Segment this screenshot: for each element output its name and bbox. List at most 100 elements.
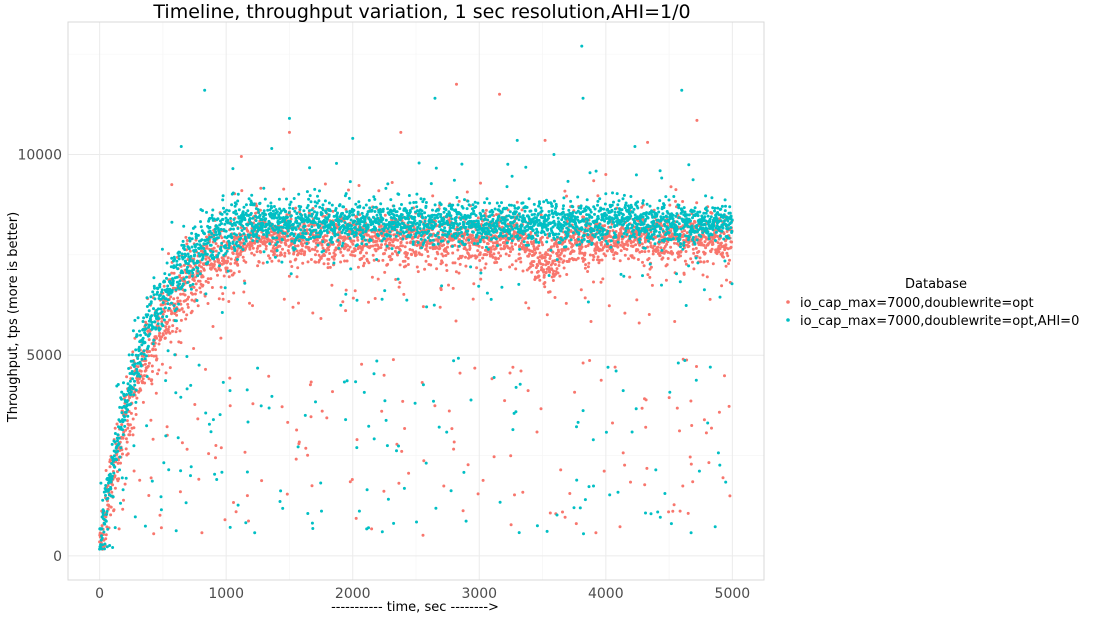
- data-point: [557, 264, 561, 267]
- data-point: [159, 338, 163, 341]
- data-point: [167, 468, 171, 472]
- data-point: [106, 484, 110, 487]
- data-point: [411, 242, 415, 246]
- data-point: [158, 293, 162, 297]
- data-point: [355, 446, 359, 450]
- data-point: [500, 247, 503, 251]
- data-point: [122, 430, 126, 434]
- data-point: [314, 228, 318, 232]
- data-point: [100, 536, 104, 540]
- data-point: [226, 256, 230, 260]
- data-point: [456, 356, 460, 360]
- data-point: [537, 244, 541, 248]
- data-point: [616, 245, 620, 249]
- data-point: [434, 234, 438, 238]
- data-point: [124, 447, 128, 451]
- data-point: [221, 218, 225, 221]
- data-point: [375, 239, 379, 243]
- data-point: [212, 256, 216, 259]
- data-point: [598, 258, 602, 262]
- data-point: [341, 241, 345, 245]
- data-point: [128, 423, 132, 427]
- data-point: [390, 257, 394, 261]
- data-point: [128, 433, 132, 437]
- data-point: [289, 272, 293, 276]
- data-point: [356, 210, 360, 214]
- data-point: [721, 251, 725, 255]
- data-point: [699, 260, 703, 264]
- data-point: [579, 288, 583, 292]
- data-point: [341, 211, 345, 215]
- data-point: [232, 501, 235, 504]
- data-point: [395, 231, 399, 235]
- data-point: [725, 278, 728, 282]
- data-point: [110, 477, 114, 481]
- data-point: [464, 238, 468, 242]
- data-point: [111, 546, 115, 549]
- data-point: [225, 212, 229, 216]
- data-point: [182, 224, 186, 228]
- data-point: [229, 217, 233, 220]
- data-point: [394, 234, 398, 238]
- data-point: [532, 244, 536, 248]
- data-point: [643, 483, 647, 487]
- data-point: [183, 293, 187, 297]
- data-point: [695, 365, 698, 368]
- data-point: [370, 235, 374, 239]
- data-point: [269, 201, 273, 205]
- data-point: [597, 261, 601, 265]
- data-point: [201, 209, 204, 213]
- data-point: [142, 316, 146, 320]
- data-point: [288, 260, 292, 264]
- data-point: [622, 247, 626, 251]
- data-point: [152, 344, 156, 348]
- data-point: [264, 247, 268, 251]
- data-point: [164, 371, 168, 375]
- data-point: [603, 224, 607, 228]
- data-point: [372, 195, 376, 199]
- data-point: [439, 203, 443, 206]
- data-point: [354, 231, 358, 235]
- data-point: [214, 230, 218, 234]
- data-point: [390, 252, 394, 256]
- data-point: [104, 484, 108, 487]
- data-point: [636, 248, 640, 252]
- data-point: [175, 307, 179, 311]
- data-point: [463, 242, 467, 246]
- data-point: [199, 220, 202, 224]
- outlier-point: [239, 154, 243, 158]
- data-point: [447, 409, 451, 413]
- data-point: [424, 259, 428, 263]
- data-point: [495, 213, 498, 216]
- data-point: [308, 194, 312, 198]
- data-point: [303, 228, 307, 232]
- data-point: [568, 257, 572, 261]
- data-point: [379, 246, 383, 250]
- data-point: [136, 357, 140, 360]
- data-point: [416, 270, 420, 274]
- data-point: [282, 187, 286, 191]
- data-point: [478, 251, 482, 255]
- data-point: [296, 224, 300, 228]
- data-point: [449, 489, 453, 493]
- data-point: [705, 275, 709, 279]
- data-point: [309, 258, 313, 261]
- data-point: [237, 270, 241, 274]
- data-point: [164, 434, 168, 438]
- data-point: [419, 197, 423, 201]
- data-point: [280, 405, 284, 409]
- data-point: [206, 241, 210, 245]
- data-point: [681, 200, 685, 203]
- data-point: [580, 245, 584, 249]
- data-point: [543, 255, 547, 259]
- data-point: [178, 299, 182, 303]
- data-point: [704, 431, 708, 435]
- data-point: [602, 469, 606, 473]
- data-point: [248, 233, 252, 237]
- data-point: [574, 258, 578, 262]
- data-point: [256, 366, 260, 370]
- data-point: [301, 231, 305, 235]
- data-point: [145, 296, 149, 300]
- data-point: [136, 365, 140, 369]
- data-point: [623, 253, 627, 257]
